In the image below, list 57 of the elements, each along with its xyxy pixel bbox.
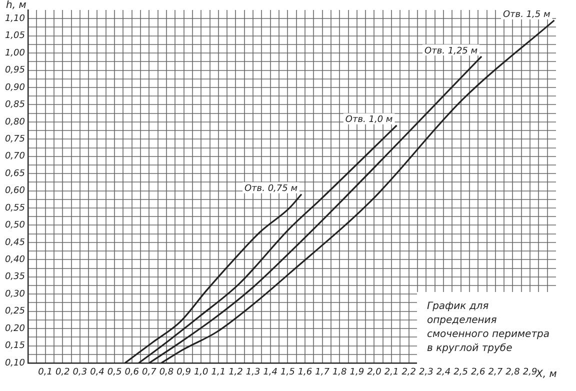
x-tick-label: 2,5 (454, 368, 468, 378)
y-tick-label: 0,75 (4, 134, 26, 144)
x-tick-label: 2,7 (488, 368, 503, 378)
y-tick-label: 0,70 (4, 152, 26, 162)
x-tick-label: 0,2 (55, 368, 70, 378)
y-tick-label: 0,80 (4, 117, 26, 128)
y-tick-label: 0,85 (4, 100, 26, 110)
x-tick-label: 2,8 (506, 368, 520, 378)
y-tick-label: 0,65 (4, 168, 26, 179)
x-axis-title: X, м (536, 369, 557, 380)
x-tick-label: 1,5 (280, 368, 296, 378)
x-tick-label: 1,8 (332, 368, 348, 378)
y-tick-label: 0,35 (4, 272, 26, 282)
y-tick-label: 1,05 (4, 31, 26, 42)
x-tick-label: 0,6 (124, 368, 140, 378)
x-tick-label: 0,8 (159, 368, 174, 378)
series-label: Отв. 1,25 м (424, 46, 478, 56)
x-tick-label: 1,4 (263, 368, 278, 378)
y-tick-label: 0,90 (4, 82, 26, 93)
x-tick-label: 1,6 (298, 368, 312, 378)
x-tick-label: 1,3 (246, 368, 260, 378)
x-tick-label: 1,7 (315, 368, 330, 378)
y-tick-label: 1,10 (4, 14, 26, 24)
series-label: Отв. 0,75 м (244, 184, 298, 194)
x-tick-label: 0,7 (142, 368, 157, 378)
x-tick-label: 1,2 (228, 368, 244, 378)
y-tick-label: 0,55 (4, 203, 26, 214)
y-tick-label: 0,95 (4, 66, 26, 76)
annotation: График для определения смоченного периметра в круглой трубе (417, 292, 557, 364)
x-tick-label: 2,1 (384, 368, 399, 378)
y-tick-label: 0,50 (4, 220, 26, 231)
x-tick-label: 0,1 (38, 368, 52, 378)
y-tick-label: 0,30 (4, 289, 26, 300)
x-tick-label: 1,1 (211, 368, 226, 378)
x-tick-label: 2,2 (402, 368, 416, 378)
x-tick-label: 2,6 (470, 368, 486, 378)
x-tick-label: 2,4 (436, 368, 451, 378)
series-label: Отв. 1,0 м (345, 115, 393, 126)
y-tick-label: 0,20 (4, 324, 26, 334)
x-tick-label: 2,0 (367, 368, 382, 378)
y-tick-label: 1,00 (4, 48, 26, 58)
y-axis-title: h, м (6, 0, 26, 11)
x-tick-label: 0,9 (176, 368, 192, 378)
x-tick-label: 0,4 (90, 368, 105, 378)
x-tick-label: 1,9 (350, 368, 364, 378)
y-tick-label: 0,10 (4, 358, 26, 368)
y-tick-label: 0,40 (4, 255, 26, 266)
y-tick-label: 0,25 (4, 306, 26, 317)
x-tick-label: 1,0 (194, 368, 209, 378)
y-tick-label: 0,15 (4, 341, 26, 352)
x-tick-label: 0,3 (72, 368, 88, 378)
series-label: Отв. 1,5 м (502, 10, 550, 20)
x-tick-label: 2,9 (522, 368, 538, 378)
y-tick-label: 0,60 (4, 186, 26, 196)
x-tick-label: 2,3 (419, 368, 434, 378)
y-tick-label: 0,45 (4, 238, 26, 248)
x-tick-label: 0,5 (107, 368, 122, 378)
